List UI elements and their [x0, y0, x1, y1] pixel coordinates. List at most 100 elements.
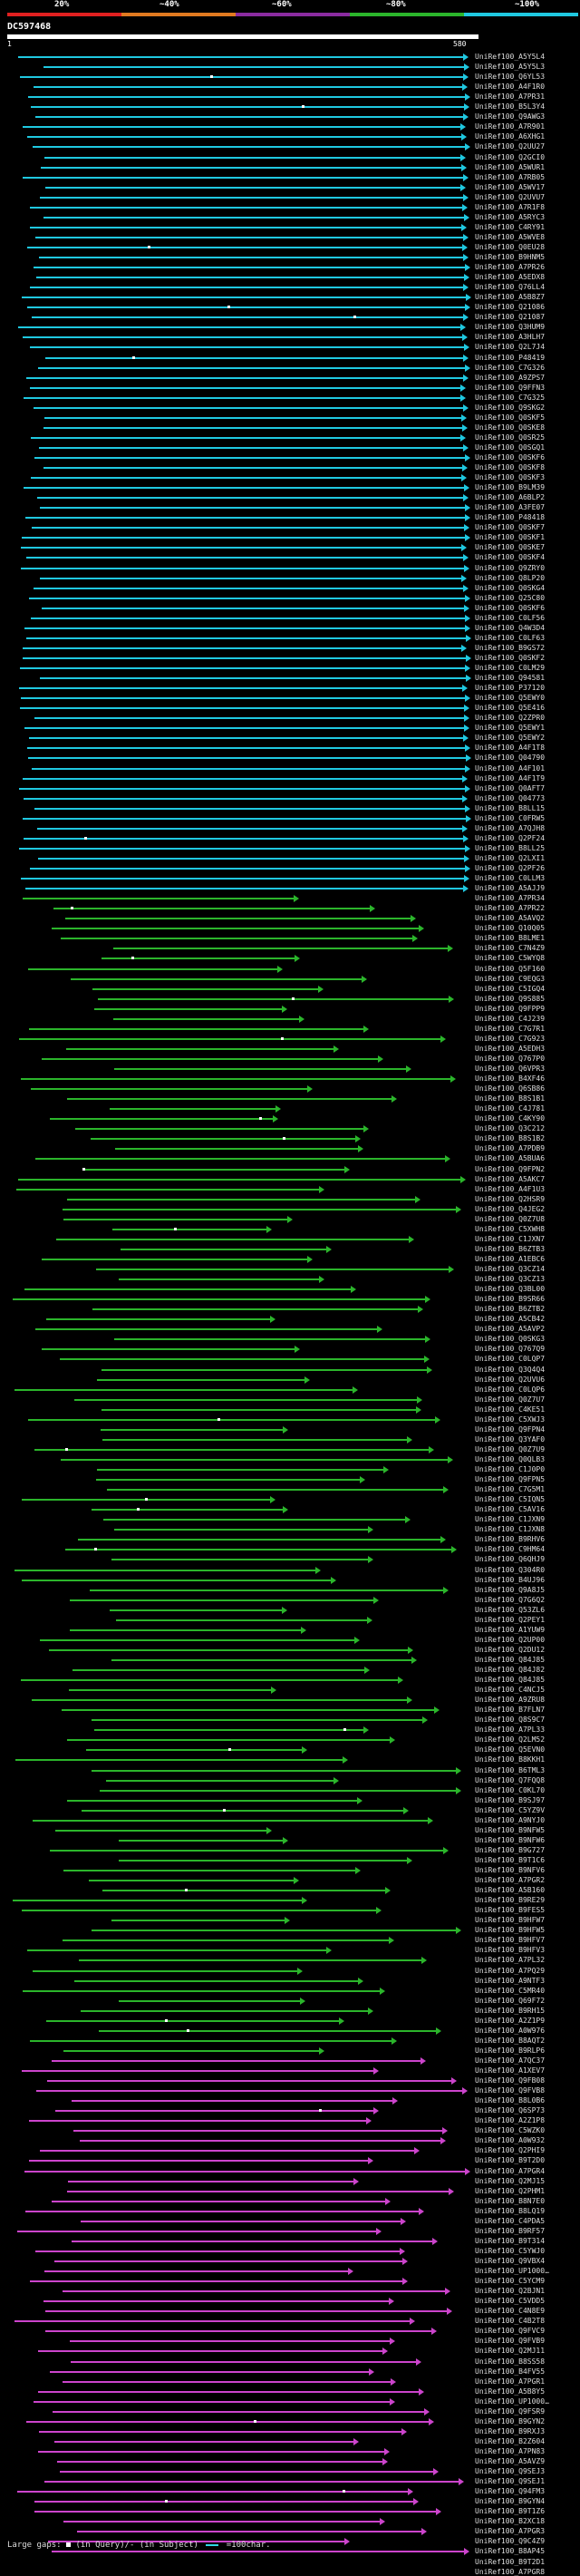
hit-label[interactable]: UniRef100_A9NTF3 [475, 1977, 546, 1985]
hit-label[interactable]: UniRef100_A7QJH8 [475, 824, 546, 832]
hit-label[interactable]: UniRef100_Q9FPN4 [475, 1425, 546, 1434]
hit-label[interactable]: UniRef100_A5B8Y5 [475, 2387, 546, 2396]
hit-label[interactable]: UniRef100_Q2UVU6 [475, 1375, 546, 1384]
hit-label[interactable]: UniRef100_Q9FPN5 [475, 1475, 546, 1483]
hit-label[interactable]: UniRef100_Q2GCI0 [475, 153, 546, 161]
hit-label[interactable]: UniRef100_Q2ZPR0 [475, 714, 546, 722]
hit-label[interactable]: UniRef100_B5L3Y4 [475, 102, 546, 111]
hit-label[interactable]: UniRef100_B8LL25 [475, 844, 546, 852]
hit-label[interactable]: UniRef100_Q0SKF4 [475, 553, 546, 561]
hit-label[interactable]: UniRef100_B9RLP6 [475, 2046, 546, 2055]
hit-label[interactable]: UniRef100_A5AJJ9 [475, 884, 546, 892]
hit-label[interactable]: UniRef100_Q0SKF5 [475, 413, 546, 422]
hit-label[interactable]: UniRef100_Q9FB08 [475, 2076, 546, 2085]
hit-label[interactable]: UniRef100_A7PR31 [475, 92, 546, 101]
hit-label[interactable]: UniRef100_Q2L7J4 [475, 343, 546, 351]
hit-label[interactable]: UniRef100_A7PGR1 [475, 2377, 546, 2386]
hit-label[interactable]: UniRef100_Q9FVB9 [475, 2337, 546, 2345]
hit-label[interactable]: UniRef100_B6TML3 [475, 1766, 546, 1774]
hit-label[interactable]: UniRef100_B8KKH1 [475, 1755, 546, 1764]
hit-label[interactable]: UniRef100_B8L0B6 [475, 2096, 546, 2105]
hit-label[interactable]: UniRef100_A2Z1P8 [475, 2116, 546, 2124]
hit-label[interactable]: UniRef100_Q9AWG3 [475, 112, 546, 121]
hit-label[interactable]: UniRef100_Q6SP73 [475, 2106, 546, 2114]
hit-label[interactable]: UniRef100_A7PGR2 [475, 1876, 546, 1884]
hit-label[interactable]: UniRef100_A5B8Z7 [475, 293, 546, 301]
hit-label[interactable]: UniRef100_B9HFW7 [475, 1916, 546, 1924]
hit-label[interactable]: UniRef100_B9HFV3 [475, 1946, 546, 1954]
hit-label[interactable]: UniRef100_Q2UU27 [475, 142, 546, 151]
hit-label[interactable]: UniRef100_Q9A8J5 [475, 1586, 546, 1594]
hit-label[interactable]: UniRef100_B9LM39 [475, 483, 546, 491]
hit-label[interactable]: UniRef100_C0LQP7 [475, 1355, 546, 1363]
hit-label[interactable]: UniRef100_A1YUW9 [475, 1626, 546, 1634]
hit-label[interactable]: UniRef100_Q9FPP9 [475, 1005, 546, 1013]
hit-label[interactable]: UniRef100_Q76LL4 [475, 283, 546, 291]
hit-label[interactable]: UniRef100_Q2PHI9 [475, 2146, 546, 2154]
hit-label[interactable]: UniRef100_Q4JEG2 [475, 1205, 546, 1213]
hit-label[interactable]: UniRef100_A5B160 [475, 1886, 546, 1894]
hit-label[interactable]: UniRef100_Q2HSR9 [475, 1195, 546, 1203]
hit-label[interactable]: UniRef100_Q9FPN2 [475, 1165, 546, 1173]
hit-label[interactable]: UniRef100_C0LLM3 [475, 874, 546, 882]
hit-label[interactable]: UniRef100_Q0SKE7 [475, 543, 546, 551]
hit-label[interactable]: UniRef100_Q84J85 [475, 1656, 546, 1664]
hit-label[interactable]: UniRef100_A7PL32 [475, 1956, 546, 1964]
hit-label[interactable]: UniRef100_A5WUR1 [475, 163, 546, 171]
hit-label[interactable]: UniRef100_Q2PHM1 [475, 2187, 546, 2195]
hit-label[interactable]: UniRef100_Q84J85 [475, 1676, 546, 1684]
hit-label[interactable]: UniRef100_Q0SKE8 [475, 423, 546, 432]
hit-label[interactable]: UniRef100_C7N4Z9 [475, 944, 546, 952]
hit-label[interactable]: UniRef100_Q3Q4Q4 [475, 1366, 546, 1374]
hit-label[interactable]: UniRef100_A7PR34 [475, 894, 546, 902]
hit-label[interactable]: UniRef100_Q5EWY2 [475, 734, 546, 742]
hit-label[interactable]: UniRef100_C0LF63 [475, 634, 546, 642]
hit-label[interactable]: UniRef100_Q2MJ15 [475, 2177, 546, 2185]
hit-label[interactable]: UniRef100_C1JXN7 [475, 1235, 546, 1243]
hit-label[interactable]: UniRef100_A9ZRU8 [475, 1696, 546, 1704]
hit-label[interactable]: UniRef100_B2Z604 [475, 2437, 546, 2445]
hit-label[interactable]: UniRef100_Q3YAF0 [475, 1435, 546, 1444]
hit-label[interactable]: UniRef100_Q3CZ14 [475, 1265, 546, 1273]
hit-label[interactable]: UniRef100_Q9SEJ1 [475, 2477, 546, 2485]
hit-label[interactable]: UniRef100_A7PN83 [475, 2447, 546, 2455]
hit-label[interactable]: UniRef100_C9HM64 [475, 1545, 546, 1553]
hit-label[interactable]: UniRef100_Q2PF26 [475, 864, 546, 872]
hit-label[interactable]: UniRef100_Q9S885 [475, 995, 546, 1003]
hit-label[interactable]: UniRef100_B9NFV6 [475, 1866, 546, 1874]
hit-label[interactable]: UniRef100_Q9FSR9 [475, 2407, 546, 2416]
hit-label[interactable]: UniRef100_C4J781 [475, 1104, 546, 1113]
hit-label[interactable]: UniRef100_A2Z1P9 [475, 2017, 546, 2025]
hit-label[interactable]: UniRef100_B9RE29 [475, 1896, 546, 1904]
hit-label[interactable]: UniRef100_Q2LM52 [475, 1735, 546, 1744]
hit-label[interactable]: UniRef100_Q6YL53 [475, 73, 546, 81]
hit-label[interactable]: UniRef100_A7RB05 [475, 173, 546, 181]
hit-label[interactable]: UniRef100_Q21086 [475, 303, 546, 311]
hit-label[interactable]: UniRef100_A7PR26 [475, 263, 546, 271]
hit-label[interactable]: UniRef100_Q767P0 [475, 1055, 546, 1063]
hit-label[interactable]: UniRef100_C1J0P0 [475, 1465, 546, 1473]
hit-label[interactable]: UniRef100_A7PL33 [475, 1725, 546, 1734]
hit-label[interactable]: UniRef100_A7PQ29 [475, 1967, 546, 1975]
hit-label[interactable]: UniRef100_UP1000… [475, 2397, 549, 2406]
hit-label[interactable]: UniRef100_Q9ZRY0 [475, 564, 546, 572]
hit-label[interactable]: UniRef100_C4N8E9 [475, 2307, 546, 2315]
hit-label[interactable]: UniRef100_Q3BL00 [475, 1285, 546, 1293]
hit-label[interactable]: UniRef100_Q304R0 [475, 1566, 546, 1574]
hit-label[interactable]: UniRef100_C0LM29 [475, 664, 546, 672]
hit-label[interactable]: UniRef100_Q5F160 [475, 965, 546, 973]
hit-label[interactable]: UniRef100_A1XEV7 [475, 2066, 546, 2075]
hit-label[interactable]: UniRef100_B8SS58 [475, 2357, 546, 2366]
hit-label[interactable]: UniRef100_C7G326 [475, 364, 546, 372]
hit-label[interactable]: UniRef100_C4KE51 [475, 1405, 546, 1414]
hit-label[interactable]: UniRef100_A7PDB9 [475, 1144, 546, 1152]
hit-label[interactable]: UniRef100_C5VDD5 [475, 2297, 546, 2305]
hit-label[interactable]: UniRef100_B6ZTB2 [475, 1305, 546, 1313]
hit-label[interactable]: UniRef100_Q10Q05 [475, 924, 546, 932]
hit-label[interactable]: UniRef100_C5YWJ0 [475, 2247, 546, 2255]
hit-label[interactable]: UniRef100_A0W932 [475, 2136, 546, 2144]
hit-label[interactable]: UniRef100_Q2DU12 [475, 1646, 546, 1654]
hit-label[interactable]: UniRef100_Q2PF24 [475, 834, 546, 842]
hit-label[interactable]: UniRef100_C4B2T8 [475, 2317, 546, 2325]
hit-label[interactable]: UniRef100_B8AQT2 [475, 2036, 546, 2045]
